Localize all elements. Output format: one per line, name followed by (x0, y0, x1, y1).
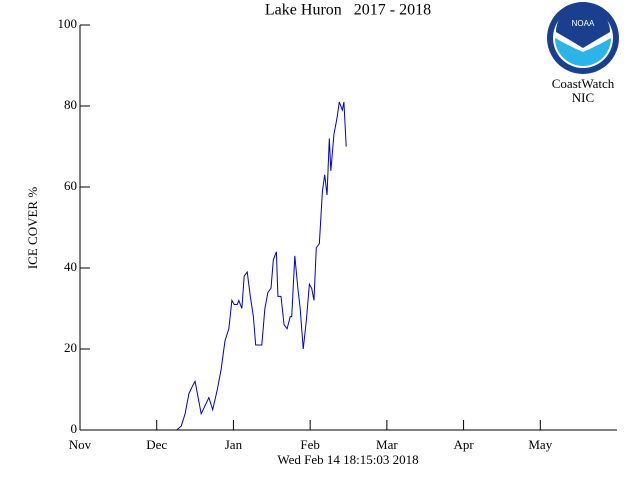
logo-text: NOAA (572, 19, 595, 28)
x-tick-label: Jan (225, 437, 243, 452)
x-tick-label: Dec (146, 437, 167, 452)
x-tick-label: Feb (300, 437, 320, 452)
logo-water (555, 38, 611, 66)
x-tick-label: Nov (69, 437, 92, 452)
y-tick-label: 40 (64, 259, 77, 274)
y-tick-label: 100 (58, 16, 78, 31)
logo-sky (556, 5, 610, 48)
logo-caption: NIC (572, 90, 594, 105)
y-tick-label: 80 (64, 97, 77, 112)
y-axis-label: ICE COVER % (25, 187, 40, 270)
y-tick-label: 60 (64, 178, 77, 193)
x-tick-label: May (528, 437, 552, 452)
logo: NOAA (547, 2, 619, 74)
subtitle: Wed Feb 14 18:15:03 2018 (277, 452, 418, 467)
logo-caption: CoastWatch (552, 76, 615, 91)
x-tick-label: Mar (376, 437, 398, 452)
ice-cover-line (176, 101, 347, 431)
y-tick-label: 20 (64, 340, 77, 355)
x-tick-label: Apr (453, 437, 474, 452)
chart-title: Lake Huron 2017 - 2018 (265, 2, 431, 19)
y-tick-label: 0 (71, 421, 78, 436)
